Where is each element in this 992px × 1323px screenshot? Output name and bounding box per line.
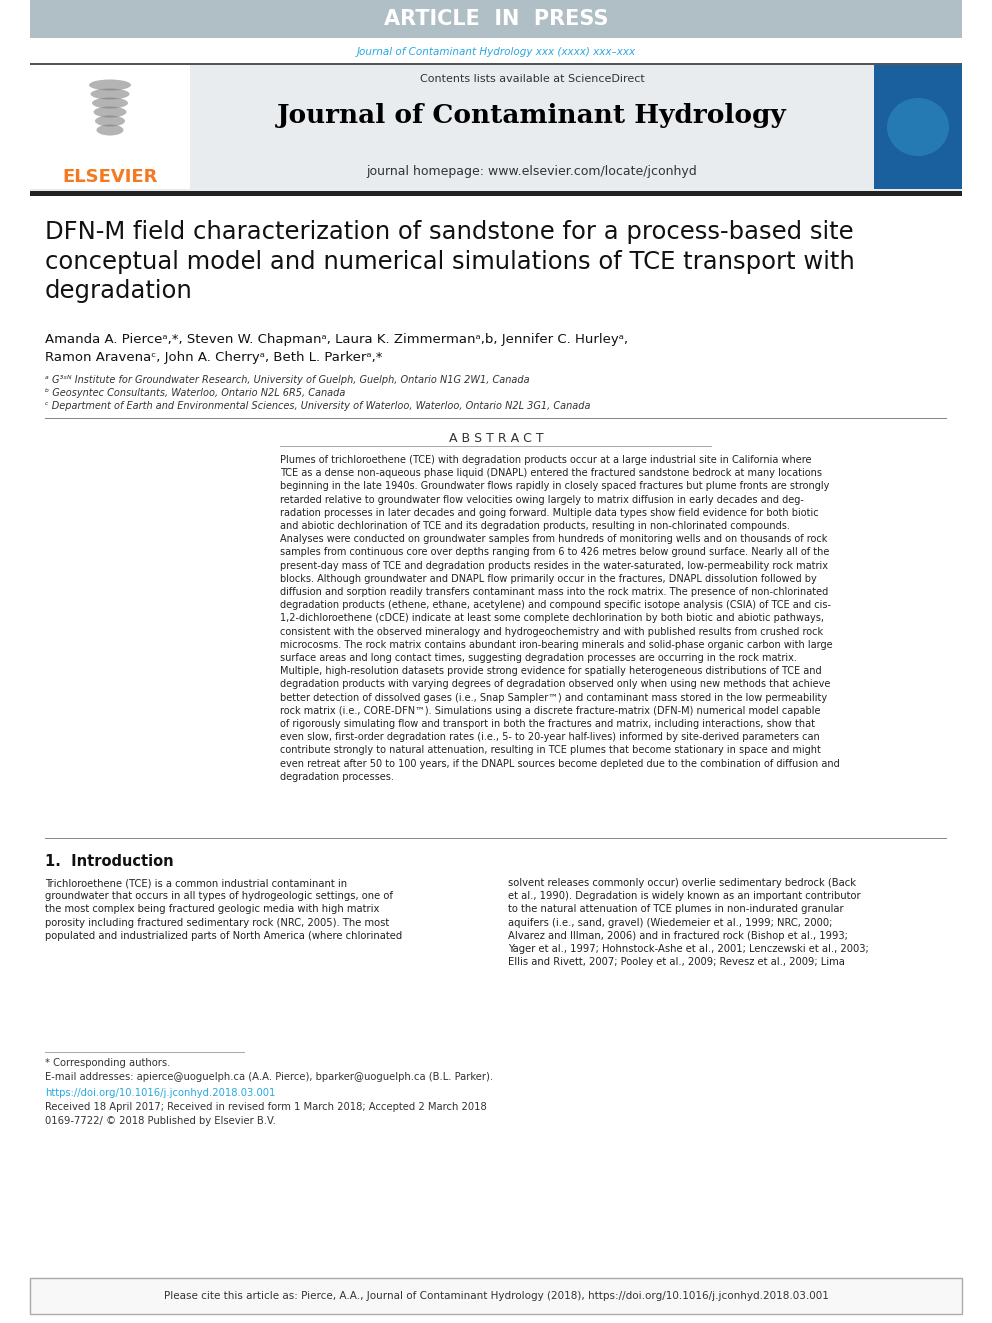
- Ellipse shape: [887, 98, 949, 156]
- Ellipse shape: [90, 89, 130, 99]
- Ellipse shape: [95, 115, 125, 127]
- Bar: [30, 64, 962, 65]
- Text: journal homepage: www.elsevier.com/locate/jconhyd: journal homepage: www.elsevier.com/locat…: [367, 164, 697, 177]
- Text: 0169-7722/ © 2018 Published by Elsevier B.V.: 0169-7722/ © 2018 Published by Elsevier …: [45, 1117, 276, 1126]
- Text: solvent releases commonly occur) overlie sedimentary bedrock (Back
et al., 1990): solvent releases commonly occur) overlie…: [508, 878, 869, 967]
- Text: Contents lists available at ScienceDirect: Contents lists available at ScienceDirec…: [420, 74, 645, 83]
- Text: Please cite this article as: Pierce, A.A., Journal of Contaminant Hydrology (201: Please cite this article as: Pierce, A.A…: [164, 1291, 828, 1301]
- Ellipse shape: [93, 106, 127, 118]
- Text: DFN-M field characterization of sandstone for a process-based site
conceptual mo: DFN-M field characterization of sandston…: [45, 220, 855, 303]
- Bar: [30, 64, 962, 191]
- Text: * Corresponding authors.: * Corresponding authors.: [45, 1058, 171, 1068]
- Text: Journal of Contaminant Hydrology: Journal of Contaminant Hydrology: [277, 102, 787, 127]
- Text: ᵃ G³ˢᴺ Institute for Groundwater Research, University of Guelph, Guelph, Ontario: ᵃ G³ˢᴺ Institute for Groundwater Researc…: [45, 374, 530, 385]
- Bar: [30, 0, 962, 38]
- Ellipse shape: [92, 98, 128, 108]
- Text: Trichloroethene (TCE) is a common industrial contaminant in
groundwater that occ: Trichloroethene (TCE) is a common indust…: [45, 878, 402, 941]
- Ellipse shape: [89, 79, 131, 90]
- Bar: [30, 1278, 962, 1314]
- Text: Plumes of trichloroethene (TCE) with degradation products occur at a large indus: Plumes of trichloroethene (TCE) with deg…: [280, 455, 840, 782]
- Text: Amanda A. Pierceᵃ,*, Steven W. Chapmanᵃ, Laura K. Zimmermanᵃ,b, Jennifer C. Hurl: Amanda A. Pierceᵃ,*, Steven W. Chapmanᵃ,…: [45, 333, 628, 347]
- Text: Received 18 April 2017; Received in revised form 1 March 2018; Accepted 2 March : Received 18 April 2017; Received in revi…: [45, 1102, 487, 1113]
- Text: https://doi.org/10.1016/j.jconhyd.2018.03.001: https://doi.org/10.1016/j.jconhyd.2018.0…: [45, 1088, 276, 1098]
- Text: ᶜ Department of Earth and Environmental Sciences, University of Waterloo, Waterl: ᶜ Department of Earth and Environmental …: [45, 401, 590, 411]
- Text: A B S T R A C T: A B S T R A C T: [448, 433, 544, 445]
- Bar: [30, 191, 962, 196]
- Text: Ramon Aravenaᶜ, John A. Cherryᵃ, Beth L. Parkerᵃ,*: Ramon Aravenaᶜ, John A. Cherryᵃ, Beth L.…: [45, 351, 383, 364]
- Bar: [30, 65, 190, 189]
- Text: Journal of Contaminant Hydrology xxx (xxxx) xxx–xxx: Journal of Contaminant Hydrology xxx (xx…: [356, 48, 636, 57]
- Text: ᵇ Geosyntec Consultants, Waterloo, Ontario N2L 6R5, Canada: ᵇ Geosyntec Consultants, Waterloo, Ontar…: [45, 388, 345, 398]
- Text: ELSEVIER: ELSEVIER: [62, 168, 158, 187]
- Bar: [874, 65, 962, 189]
- Text: 1.  Introduction: 1. Introduction: [45, 855, 174, 869]
- Text: E-mail addresses: apierce@uoguelph.ca (A.A. Pierce), bparker@uoguelph.ca (B.L. P: E-mail addresses: apierce@uoguelph.ca (A…: [45, 1072, 493, 1082]
- Ellipse shape: [96, 124, 123, 135]
- Text: ARTICLE  IN  PRESS: ARTICLE IN PRESS: [384, 9, 608, 29]
